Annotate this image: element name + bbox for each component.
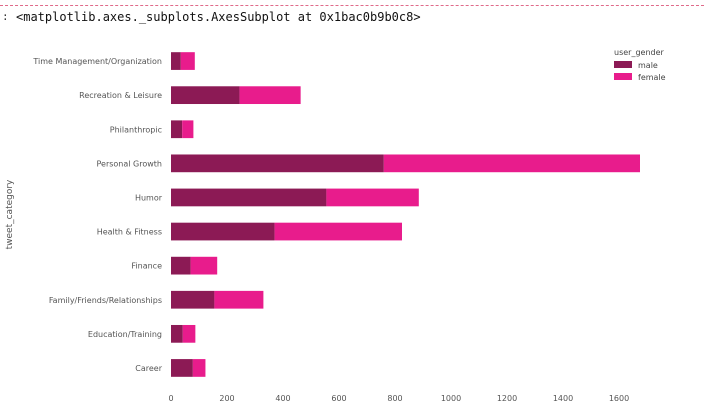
bar-male-personal-growth — [171, 154, 384, 173]
bar-male-philanthropic — [171, 120, 183, 139]
x-tick-label-1000: 1000 — [441, 394, 461, 403]
y-tick-label-education-training: Education/Training — [88, 330, 162, 339]
x-tick-label-1200: 1200 — [497, 394, 517, 403]
bar-male-time-management-organization — [171, 52, 181, 70]
bar-male-humor — [171, 188, 327, 207]
cell-top-border — [0, 0, 704, 6]
x-tick-labels: 0 200 400 600 800 1000 1200 1400 1600 — [168, 394, 629, 403]
bar-male-career — [171, 359, 193, 377]
bar-male-finance — [171, 256, 191, 275]
legend: user_gender male female — [614, 48, 666, 82]
y-tick-label-health-fitness: Health & Fitness — [97, 228, 162, 237]
x-tick-label-800: 800 — [387, 394, 402, 403]
cell-output-repr: <matplotlib.axes._subplots.AxesSubplot a… — [16, 10, 421, 24]
legend-title: user_gender — [614, 48, 665, 57]
bar-male-recreation-leisure — [171, 86, 240, 105]
y-tick-label-humor: Humor — [135, 193, 163, 202]
bar-female-health-fitness — [274, 222, 402, 241]
legend-swatch-male — [614, 61, 632, 68]
bar-female-philanthropic — [182, 120, 194, 139]
bar-female-education-training — [182, 324, 196, 343]
x-tick-label-0: 0 — [168, 394, 173, 403]
bars-group — [171, 52, 640, 377]
x-tick-label-1600: 1600 — [609, 394, 629, 403]
bar-male-family-friends-relationships — [171, 290, 215, 309]
y-tick-label-career: Career — [135, 364, 162, 373]
bar-female-career — [192, 359, 206, 377]
bar-male-health-fitness — [171, 222, 275, 241]
x-tick-label-400: 400 — [275, 394, 290, 403]
y-tick-labels: Time Management/Organization Recreation &… — [32, 57, 162, 373]
bar-female-personal-growth — [383, 154, 640, 173]
y-axis-label: tweet_category — [5, 179, 15, 249]
bar-female-family-friends-relationships — [214, 290, 264, 309]
bar-female-recreation-leisure — [239, 86, 301, 105]
bar-male-education-training — [171, 324, 183, 343]
legend-label-male: male — [638, 61, 658, 70]
x-tick-label-200: 200 — [219, 394, 234, 403]
y-tick-label-recreation-leisure: Recreation & Leisure — [79, 91, 162, 100]
legend-swatch-female — [614, 73, 632, 80]
x-tick-label-600: 600 — [331, 394, 346, 403]
bar-female-humor — [326, 188, 419, 207]
x-tick-label-1400: 1400 — [553, 394, 573, 403]
y-tick-label-personal-growth: Personal Growth — [96, 159, 162, 168]
y-tick-label-time-management-organization: Time Management/Organization — [32, 57, 162, 66]
y-tick-label-philanthropic: Philanthropic — [110, 125, 162, 134]
y-tick-label-family-friends-relationships: Family/Friends/Relationships — [49, 296, 162, 305]
bar-female-time-management-organization — [180, 52, 195, 70]
legend-label-female: female — [638, 73, 666, 82]
bar-female-finance — [190, 256, 218, 275]
output-prompt: : — [2, 10, 9, 23]
y-tick-label-finance: Finance — [131, 262, 162, 271]
